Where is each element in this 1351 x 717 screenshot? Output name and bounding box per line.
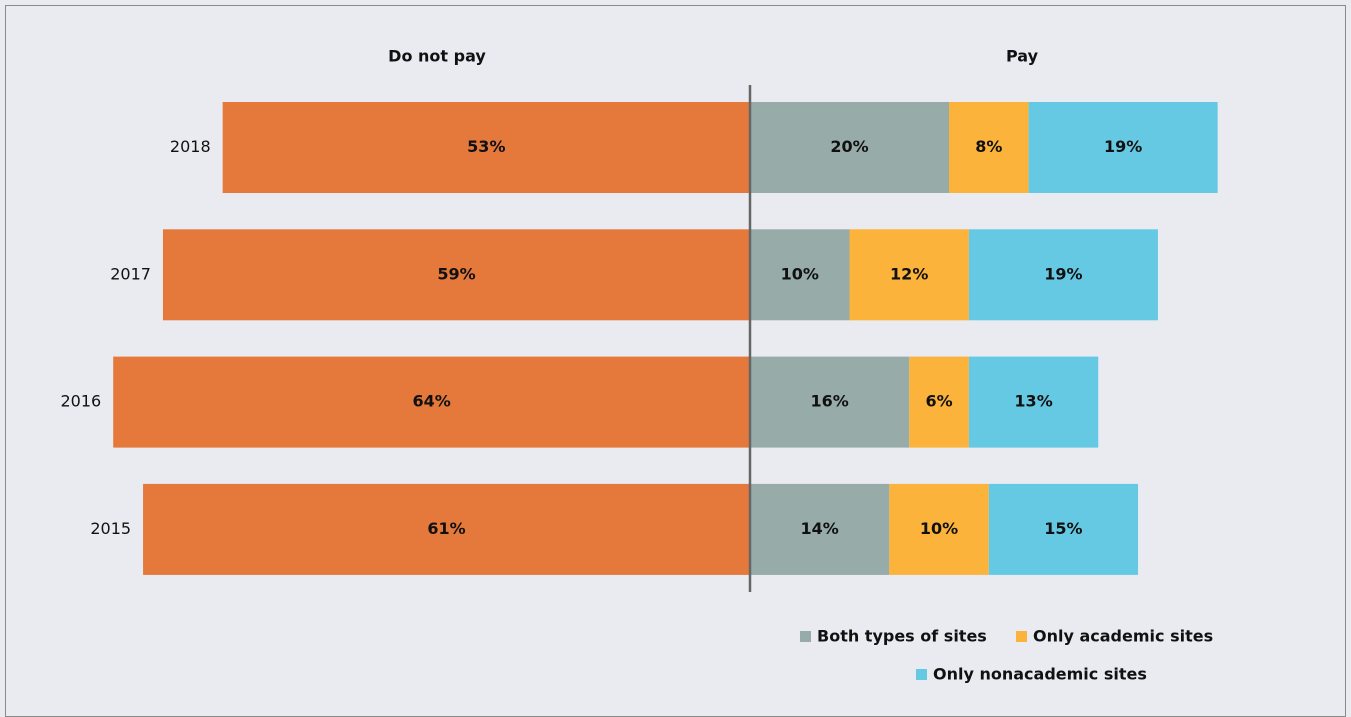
- right-header: Pay: [1006, 47, 1039, 66]
- value-label: 19%: [1104, 137, 1142, 156]
- legend-label: Only academic sites: [1033, 627, 1213, 646]
- bar-segment: [968, 229, 1158, 321]
- value-label: 20%: [830, 137, 868, 156]
- value-label: 19%: [1044, 264, 1082, 283]
- bar-segment: [849, 229, 969, 321]
- value-label: 14%: [801, 519, 839, 538]
- category-label: 2016: [60, 392, 101, 411]
- category-label: 2017: [110, 264, 151, 283]
- bar-segment: [222, 102, 750, 193]
- value-label: 53%: [467, 137, 505, 156]
- value-label: 59%: [437, 264, 475, 283]
- category-label: 2015: [90, 519, 131, 538]
- bar-segment: [750, 483, 890, 575]
- value-label: 12%: [890, 264, 928, 283]
- legend-swatch: [1016, 631, 1027, 642]
- bar-segment: [968, 356, 1099, 448]
- bar-segment: [143, 483, 751, 575]
- bar-segment: [750, 356, 910, 448]
- bar-segment: [162, 229, 750, 321]
- value-label: 6%: [925, 392, 952, 411]
- bar-segment: [750, 229, 850, 321]
- value-label: 64%: [412, 392, 450, 411]
- legend-label: Only nonacademic sites: [933, 665, 1147, 684]
- value-label: 16%: [810, 392, 848, 411]
- legend-label: Both types of sites: [817, 627, 987, 646]
- bar-segment: [889, 483, 989, 575]
- bar-segment: [1028, 102, 1218, 193]
- left-header: Do not pay: [388, 47, 486, 66]
- bar-segment: [988, 483, 1139, 575]
- value-label: 10%: [781, 264, 819, 283]
- bar-segment: [750, 102, 949, 193]
- bar-segment: [949, 102, 1029, 193]
- category-label: 2018: [170, 137, 211, 156]
- value-label: 10%: [920, 519, 958, 538]
- value-label: 13%: [1014, 392, 1052, 411]
- legend-swatch: [800, 631, 811, 642]
- bar-segment: [113, 356, 750, 448]
- bar-segment: [909, 356, 969, 448]
- legend-swatch: [916, 669, 927, 680]
- value-label: 61%: [427, 519, 465, 538]
- value-label: 15%: [1044, 519, 1082, 538]
- value-label: 8%: [975, 137, 1002, 156]
